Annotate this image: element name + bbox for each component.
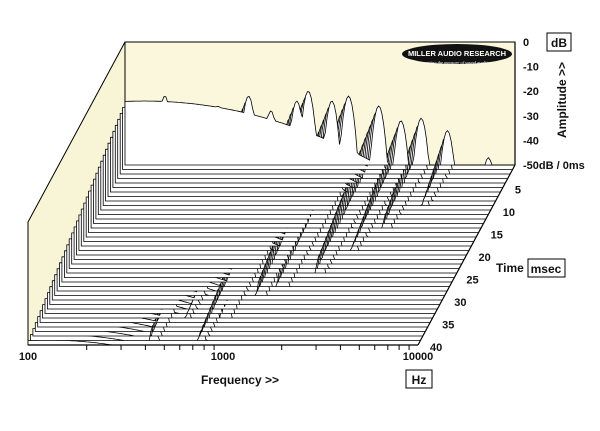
time-axis-label: Time <box>496 261 524 275</box>
x-unit: Hz <box>412 373 427 387</box>
y-axis-ticks: 0 -10 -20 -30 -40 -50dB / 0ms <box>523 37 585 172</box>
y-tick-label: -30 <box>523 111 539 123</box>
svg-text:MILLER AUDIO RESEARCH: MILLER AUDIO RESEARCH <box>408 49 506 58</box>
x-axis-label: Frequency >> <box>201 373 279 387</box>
x-axis-ticks: 100 1000 10000 <box>19 345 433 363</box>
y-tick-label: -50dB / 0ms <box>523 160 585 172</box>
time-tick-label: 10 <box>503 207 515 219</box>
y-tick-label: -20 <box>523 86 539 98</box>
time-tick-label: 40 <box>430 342 442 354</box>
time-unit-box <box>527 258 566 278</box>
waterfall-slices <box>27 90 515 346</box>
y-axis-label: Amplitude >> <box>555 62 569 138</box>
x-unit-box <box>405 369 433 389</box>
y-tick-label: 0 <box>523 37 529 49</box>
y-unit: dB <box>551 36 567 50</box>
brand-logo: MILLER AUDIO RESEARCH setting the measur… <box>402 44 512 65</box>
floor-right-edge <box>417 164 516 346</box>
y-tick-label: -10 <box>523 62 539 74</box>
x-tick-label: 10000 <box>403 351 434 363</box>
time-tick-label: 5 <box>515 185 521 197</box>
time-tick-label: 20 <box>479 252 491 264</box>
time-tick-label: 30 <box>454 297 466 309</box>
time-tick-label: 15 <box>491 230 503 242</box>
y-tick-label: -40 <box>523 135 539 147</box>
x-tick-label: 100 <box>19 351 37 363</box>
decay-slice <box>124 90 515 166</box>
time-tick-label: 35 <box>442 320 454 332</box>
svg-text:setting the measure of sound q: setting the measure of sound quality <box>425 60 490 65</box>
x-tick-label: 1000 <box>211 351 235 363</box>
time-tick-label: 25 <box>466 275 478 287</box>
time-unit: msec <box>531 262 562 276</box>
y-unit-box <box>546 32 572 52</box>
